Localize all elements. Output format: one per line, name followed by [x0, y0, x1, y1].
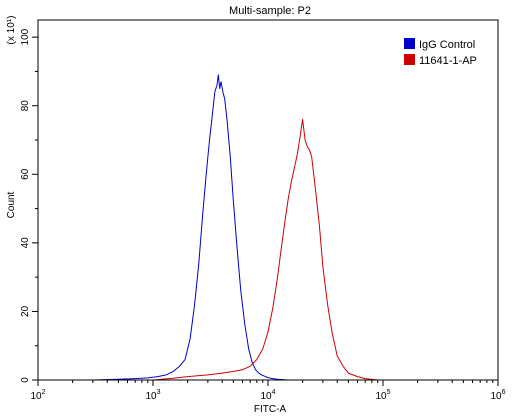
legend-label: 11641-1-AP [419, 55, 477, 67]
y-tick-label: 20 [20, 305, 31, 317]
x-tick-label: 105 [375, 389, 390, 402]
y-axis-label: Count [6, 191, 17, 218]
y-tick-label: 0 [20, 377, 31, 383]
legend: IgG Control 11641-1-AP [404, 38, 477, 67]
y-tick-label: 40 [20, 237, 31, 249]
series-line-2 [152, 118, 378, 381]
x-axis-label: FITC-A [254, 404, 287, 415]
series-line-1 [58, 74, 303, 381]
legend-label: IgG Control [419, 39, 475, 51]
y-tick-label: 100 [20, 28, 31, 45]
y-tick-label: 80 [20, 100, 31, 112]
x-tick-label: 106 [490, 389, 505, 402]
plot-content [58, 74, 378, 381]
x-axis-ticks: 102 103 104 105 106 [30, 380, 506, 402]
y-axis-multiplier: (x 10¹) [6, 16, 17, 45]
x-tick-label: 103 [145, 389, 160, 402]
y-tick-label: 60 [20, 168, 31, 180]
legend-swatch [404, 54, 415, 65]
x-tick-label: 104 [260, 389, 275, 402]
plot-frame [37, 19, 499, 381]
legend-swatch [404, 38, 415, 49]
x-tick-label: 102 [30, 389, 45, 402]
chart-title: Multi-sample: P2 [229, 5, 311, 17]
y-axis-ticks: 0 20 40 60 80 100 [20, 28, 38, 383]
